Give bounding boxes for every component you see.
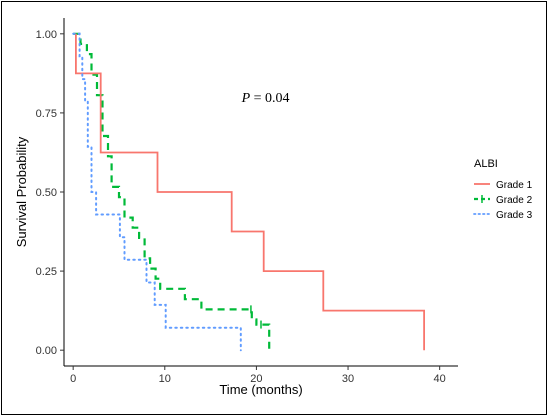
y-tick-label: 1.00 [36, 29, 57, 41]
legend-label-grade-3: Grade 3 [496, 210, 533, 221]
p-value-annotation: P = 0.04 [241, 91, 290, 106]
x-tick-label: 10 [159, 373, 171, 385]
y-tick-label: 0.00 [36, 345, 57, 357]
x-tick-label: 20 [250, 373, 262, 385]
x-tick-label: 30 [342, 373, 354, 385]
p-value-text: = 0.04 [250, 91, 289, 106]
legend-label-grade-1: Grade 1 [496, 180, 533, 191]
x-tick-label: 40 [434, 373, 446, 385]
x-axis-title: Time (months) [219, 382, 302, 397]
axis-ticks: 0 10 20 30 40 0.00 0.25 0.50 0.75 1.00 [36, 29, 446, 385]
legend-title: ALBI [474, 158, 498, 170]
series-line-grade-3 [72, 32, 242, 352]
legend: ALBI Grade 1 Grade 2 Grade 3 [473, 158, 533, 221]
y-tick-label: 0.50 [36, 187, 57, 199]
x-tick-label: 0 [70, 373, 76, 385]
plot-area [72, 32, 425, 352]
series-line-grade-1 [75, 33, 425, 351]
y-tick-label: 0.25 [36, 266, 57, 278]
y-axis-title: Survival Probability [14, 136, 29, 247]
legend-label-grade-2: Grade 2 [496, 195, 533, 206]
y-tick-label: 0.75 [36, 108, 57, 120]
legend-items: Grade 1 Grade 2 Grade 3 [473, 180, 533, 221]
p-value-symbol: P [241, 91, 251, 106]
series-line-grade-2 [73, 32, 271, 351]
